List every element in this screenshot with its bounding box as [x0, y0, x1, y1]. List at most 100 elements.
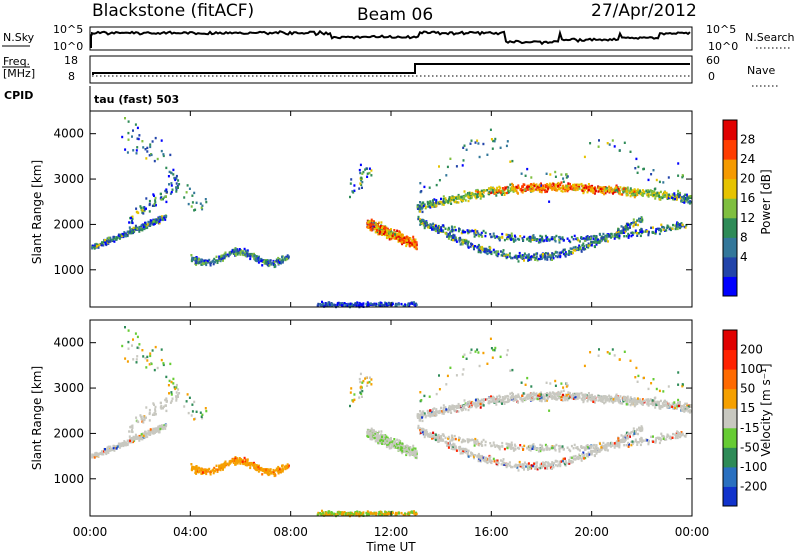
scatter-cell	[137, 347, 139, 349]
scatter-cell	[424, 222, 426, 224]
scatter-cell	[119, 446, 121, 448]
scatter-cell	[490, 129, 492, 131]
scatter-cell	[648, 231, 650, 233]
scatter-cell	[193, 192, 195, 194]
scatter-cell	[142, 421, 144, 423]
scatter-cell	[656, 192, 658, 194]
scatter-cell	[159, 425, 161, 427]
scatter-cell	[154, 201, 156, 203]
scatter-cell	[524, 189, 526, 191]
scatter-cell	[650, 403, 652, 405]
scatter-cell	[511, 235, 513, 237]
scatter-cell	[505, 187, 507, 189]
scatter-cell	[489, 247, 491, 249]
scatter-cell	[526, 168, 528, 170]
scatter-cell	[432, 226, 434, 228]
scatter-cell	[397, 442, 399, 444]
scatter-cell	[161, 150, 163, 152]
scatter-cell	[518, 260, 520, 262]
colorbar-tick-label: 12	[740, 211, 755, 225]
scatter-cell	[603, 186, 605, 188]
scatter-cell	[500, 250, 502, 252]
scatter-cell	[142, 212, 144, 214]
scatter-cell	[630, 195, 632, 197]
colorbar-segment	[723, 179, 737, 199]
scatter-cell	[487, 253, 489, 255]
scatter-cell	[480, 194, 482, 196]
scatter-cell	[367, 304, 369, 306]
scatter-cell	[653, 194, 655, 196]
scatter-cell	[141, 229, 143, 231]
scatter-cell	[660, 191, 662, 193]
scatter-cell	[419, 205, 421, 207]
scatter-cell	[353, 393, 355, 395]
scatter-cell	[130, 426, 132, 428]
scatter-cell	[205, 198, 207, 200]
scatter-cell	[113, 445, 115, 447]
scatter-cell	[609, 143, 611, 145]
scatter-cell	[192, 201, 194, 203]
scatter-cell	[511, 188, 513, 190]
scatter-cell	[634, 167, 636, 169]
scatter-cell	[674, 198, 676, 200]
scatter-cell	[188, 412, 190, 414]
scatter-cell	[418, 216, 420, 218]
scatter-cell	[201, 207, 203, 209]
scatter-cell	[128, 348, 130, 350]
scatter-cell	[511, 160, 513, 162]
scatter-cell	[654, 397, 656, 399]
scatter-cell	[656, 179, 658, 181]
scatter-cell	[559, 256, 561, 258]
freq-unit: [MHz]	[3, 67, 35, 80]
scatter-cell	[560, 173, 562, 175]
scatter-cell	[607, 240, 609, 242]
scatter-cell	[393, 229, 395, 231]
scatter-cell	[541, 191, 543, 193]
scatter-cell	[555, 176, 557, 178]
scatter-cell	[249, 464, 251, 466]
scatter-cell	[490, 236, 492, 238]
scatter-cell	[429, 187, 431, 189]
scatter-cell	[462, 147, 464, 149]
scatter-cell	[536, 253, 538, 255]
scatter-cell	[529, 237, 531, 239]
scatter-cell	[474, 245, 476, 247]
scatter-cell	[281, 467, 283, 469]
scatter-cell	[149, 143, 151, 145]
scatter-cell	[358, 396, 360, 398]
scatter-cell	[207, 469, 209, 471]
scatter-cell	[491, 253, 493, 255]
scatter-cell	[247, 251, 249, 253]
scatter-cell	[455, 200, 457, 202]
scatter-cell	[607, 142, 609, 144]
scatter-cell	[623, 235, 625, 237]
scatter-cell	[464, 145, 466, 147]
y-tick-label: 1000	[53, 263, 84, 277]
scatter-cell	[162, 153, 164, 155]
scatter-cell	[617, 228, 619, 230]
scatter-cell	[564, 399, 566, 401]
scatter-cell	[360, 177, 362, 179]
scatter-cell	[648, 191, 650, 193]
scatter-cell	[483, 230, 485, 232]
nsky-label: N.Sky	[3, 31, 35, 44]
scatter-cell	[141, 349, 143, 351]
scatter-cell	[172, 398, 174, 400]
scatter-cell	[389, 229, 391, 231]
scatter-cell	[549, 173, 551, 175]
scatter-cell	[636, 235, 638, 237]
scatter-cell	[367, 436, 369, 438]
scatter-cell	[558, 239, 560, 241]
scatter-cell	[136, 358, 138, 360]
scatter-cell	[125, 444, 127, 446]
scatter-cell	[190, 254, 192, 256]
scatter-cell	[435, 225, 437, 227]
scatter-cell	[412, 445, 414, 447]
scatter-cell	[156, 427, 158, 429]
scatter-cell	[500, 147, 502, 149]
scatter-cell	[152, 414, 154, 416]
scatter-cell	[256, 464, 258, 466]
scatter-cell	[486, 398, 488, 400]
scatter-cell	[370, 432, 372, 434]
scatter-cell	[637, 224, 639, 226]
